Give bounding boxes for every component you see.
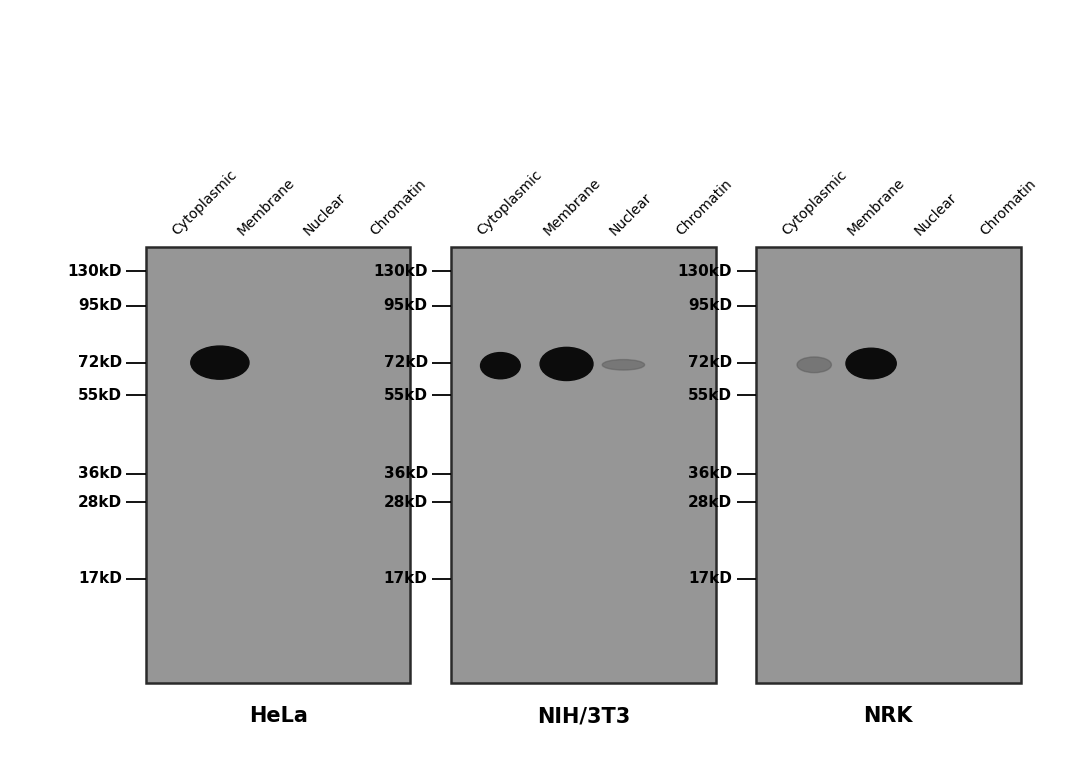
Text: 95kD: 95kD	[688, 299, 732, 313]
Text: 55kD: 55kD	[78, 388, 122, 403]
Text: Cytoplasmic: Cytoplasmic	[474, 168, 545, 238]
Text: 72kD: 72kD	[383, 355, 428, 370]
FancyBboxPatch shape	[451, 247, 716, 683]
Text: Membrane: Membrane	[846, 175, 908, 238]
Ellipse shape	[846, 348, 896, 379]
Text: Cytoplasmic: Cytoplasmic	[779, 168, 850, 238]
Text: Membrane: Membrane	[541, 175, 604, 238]
Text: NIH/3T3: NIH/3T3	[537, 706, 631, 726]
FancyBboxPatch shape	[756, 247, 1021, 683]
Text: 55kD: 55kD	[383, 388, 428, 403]
Text: 72kD: 72kD	[688, 355, 732, 370]
Text: 95kD: 95kD	[78, 299, 122, 313]
Text: 72kD: 72kD	[78, 355, 122, 370]
Text: 36kD: 36kD	[383, 466, 428, 482]
Ellipse shape	[481, 353, 521, 379]
Ellipse shape	[797, 357, 832, 373]
Text: 36kD: 36kD	[688, 466, 732, 482]
Text: HeLa: HeLa	[248, 706, 308, 726]
Text: 130kD: 130kD	[678, 263, 732, 279]
Text: Nuclear: Nuclear	[607, 190, 654, 238]
Ellipse shape	[603, 360, 645, 370]
Text: 28kD: 28kD	[688, 495, 732, 510]
Text: Chromatin: Chromatin	[673, 177, 734, 238]
Text: Membrane: Membrane	[235, 175, 298, 238]
Text: 130kD: 130kD	[68, 263, 122, 279]
Ellipse shape	[540, 347, 593, 381]
Text: 28kD: 28kD	[78, 495, 122, 510]
Text: Chromatin: Chromatin	[977, 177, 1039, 238]
Text: 17kD: 17kD	[383, 571, 428, 586]
Text: Chromatin: Chromatin	[367, 177, 429, 238]
Text: Nuclear: Nuclear	[912, 190, 959, 238]
Text: 36kD: 36kD	[78, 466, 122, 482]
FancyBboxPatch shape	[146, 247, 410, 683]
Text: 95kD: 95kD	[383, 299, 428, 313]
Text: 28kD: 28kD	[383, 495, 428, 510]
Text: 130kD: 130kD	[374, 263, 428, 279]
Text: 55kD: 55kD	[688, 388, 732, 403]
Text: 17kD: 17kD	[78, 571, 122, 586]
Text: NRK: NRK	[864, 706, 913, 726]
Text: Cytoplasmic: Cytoplasmic	[168, 168, 240, 238]
Ellipse shape	[191, 346, 249, 379]
Text: Nuclear: Nuclear	[301, 190, 349, 238]
Text: 17kD: 17kD	[688, 571, 732, 586]
